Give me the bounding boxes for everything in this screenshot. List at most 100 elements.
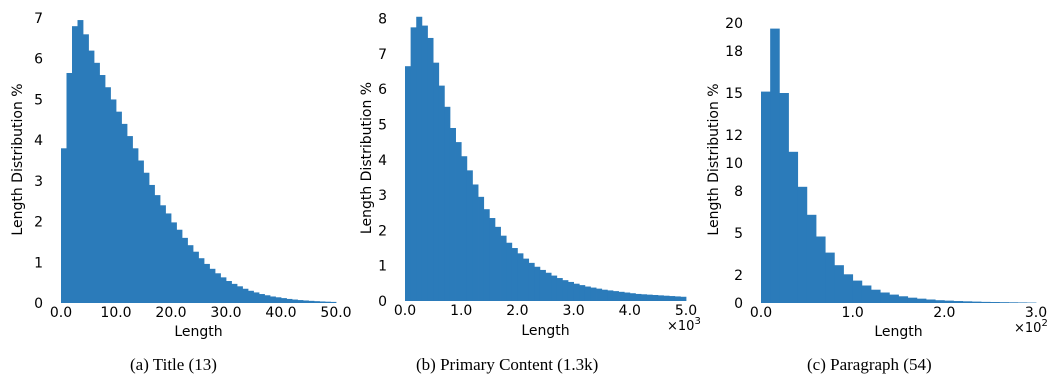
histogram-bar [182, 237, 188, 303]
histogram-bar [852, 280, 863, 303]
histogram-bar [220, 277, 227, 303]
histogram-bar [99, 75, 106, 303]
histogram-bar [880, 292, 890, 303]
histogram-bar [83, 34, 89, 303]
histogram-bar [999, 302, 1009, 303]
histogram-bar [275, 297, 282, 303]
histogram-bar [843, 274, 854, 303]
histogram-bar [204, 263, 210, 303]
histogram-bar [770, 28, 780, 303]
histogram-bar [779, 93, 789, 303]
x-tick-label: 2.0 [933, 305, 955, 321]
histogram-bar [545, 272, 552, 301]
histogram-bar [889, 294, 899, 303]
histogram-bar [489, 218, 496, 301]
histogram-bar [624, 292, 631, 301]
histogram-bar [149, 184, 155, 303]
histogram-bar [641, 294, 648, 301]
histogram-bar [806, 214, 817, 303]
histogram-bar [127, 136, 133, 303]
histogram-bar [226, 281, 232, 303]
y-tick-label: 15 [725, 86, 743, 102]
y-tick-label: 6 [378, 82, 387, 98]
histogram-bar [534, 266, 541, 301]
histogram-bar [971, 301, 982, 303]
x-tick-label: 1.0 [842, 305, 864, 321]
histogram-bar [248, 290, 254, 303]
histogram-bar [242, 288, 249, 303]
histogram-bar [171, 222, 177, 303]
y-tick-label: 10 [725, 156, 743, 172]
x-tick-label: 3.0 [1025, 305, 1047, 321]
caption-b: (b) Primary Content (1.3k) [416, 355, 599, 374]
histogram-bar [584, 286, 591, 301]
x-tick-label: 3.0 [562, 303, 584, 319]
histogram-bar [314, 301, 320, 303]
chart-1: 0 1 2 3 4 5 6 7 0.0 10.0 20.0 30.0 40.0 50.0 Length Len… [10, 11, 352, 340]
x-tick-label: 30.0 [210, 305, 241, 321]
histogram-bar [455, 142, 462, 301]
histogram-bar [871, 289, 881, 303]
x-tick-label: 10.0 [100, 305, 131, 321]
y-axis-label: Length Distribution % [359, 82, 375, 234]
histogram-bar [176, 229, 183, 303]
histogram-bar [132, 148, 139, 303]
histogram-bar [187, 245, 194, 303]
x-tick-label: 50.0 [320, 305, 351, 321]
histogram-bar [629, 293, 636, 301]
histogram-bar [421, 25, 428, 302]
histogram-bar [209, 268, 216, 303]
y-tick-label: 0 [378, 294, 387, 310]
histogram-bar [138, 160, 144, 303]
y-axis-label: Length Distribution % [10, 83, 26, 235]
histogram-bar [944, 300, 954, 303]
histogram-bar [416, 16, 423, 301]
histogram-bar [953, 301, 964, 303]
histogram-bar [478, 196, 485, 301]
histogram-bar [898, 296, 909, 303]
histogram-bar [669, 296, 676, 301]
histogram-bar [427, 37, 434, 301]
histogram-bar [292, 299, 298, 303]
histogram-bar [410, 27, 417, 301]
histogram-bar [308, 300, 315, 303]
histogram-bar [797, 186, 808, 303]
histogram-bar [825, 252, 835, 303]
y-axis-label: Length Distribution % [706, 83, 722, 235]
histogram-bar [834, 265, 844, 303]
histogram-bar [444, 106, 451, 302]
histogram-bar [935, 300, 945, 303]
y-tick-label: 1 [34, 255, 43, 271]
x-axis-multiplier: ×103 [667, 316, 701, 334]
histogram-bar [405, 66, 412, 301]
x-axis-label: Length [874, 324, 922, 340]
x-tick-label: 40.0 [265, 305, 296, 321]
x-tick-label: 4.0 [619, 303, 641, 319]
histogram-bar [154, 195, 161, 303]
y-tick-label: 3 [34, 174, 43, 190]
histogram-bar [303, 300, 309, 303]
histogram-bar [160, 205, 166, 303]
histogram-bar [121, 123, 128, 304]
histogram-bar [601, 289, 608, 301]
histogram-bar [511, 248, 518, 301]
histogram-bar [528, 262, 535, 301]
histogram-bar [165, 213, 172, 303]
y-tick-label: 0 [34, 296, 43, 312]
histogram-bar [573, 283, 580, 301]
histogram-bar [105, 87, 111, 303]
y-tick-label: 20 [725, 16, 743, 32]
x-tick-label: 1.0 [450, 303, 472, 319]
histogram-bar [517, 253, 524, 301]
histogram-bar [330, 301, 337, 303]
bars [61, 20, 337, 304]
histogram-bar [472, 184, 479, 301]
x-axis-label: Length [174, 324, 222, 340]
histogram-bar [926, 299, 936, 303]
histogram-bar [198, 258, 205, 303]
histogram-bar [674, 296, 681, 301]
y-tick-label: 5 [734, 226, 743, 242]
histogram-bar [607, 290, 614, 301]
histogram-bar [635, 293, 642, 301]
histogram-bar [438, 85, 445, 302]
